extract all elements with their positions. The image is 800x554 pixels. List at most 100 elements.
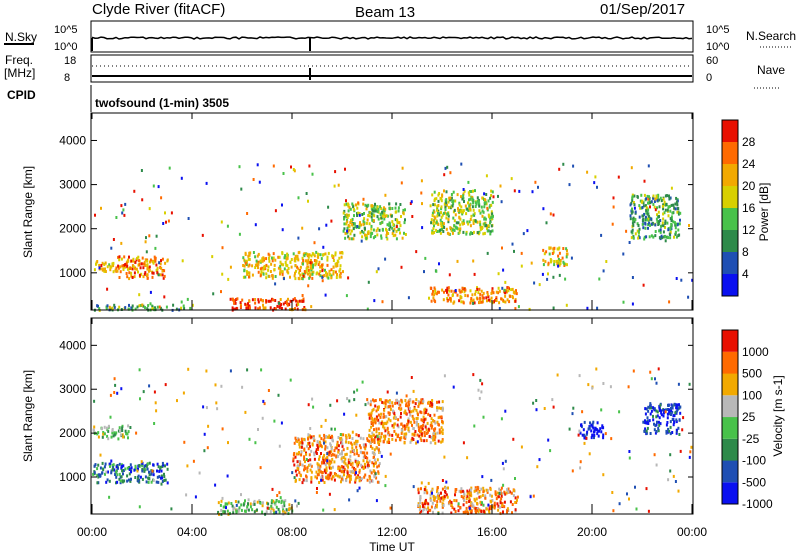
velocity-cell [382,425,385,429]
power-cell [301,294,304,297]
power-cell [262,267,265,271]
power-cell [547,272,549,276]
velocity-cell [404,399,407,402]
power-cell [436,206,439,210]
velocity-cell [122,435,125,439]
velocity-cell [466,510,469,514]
velocity-cell [105,470,108,474]
power-cell [510,177,513,181]
power-cell [294,259,297,263]
velocity-cell [110,459,113,463]
power-cell [277,255,280,259]
velocity-cell [334,446,337,450]
power-cell [125,261,128,265]
power-cell [495,299,498,302]
power-cell [257,266,259,270]
power-cell [483,192,486,196]
velocity-cell [496,502,499,506]
power-cell [611,222,614,226]
power-cell [308,164,311,168]
power-cell [312,270,315,274]
power-cell [473,219,476,223]
power-cell [656,206,658,210]
velocity-cell [366,451,369,455]
velocity-cell [316,487,318,490]
power-cell [441,213,444,217]
power-cell [110,265,113,269]
power-cell [489,298,492,302]
power-cell [335,264,338,268]
power-cell [144,271,147,275]
velocity-cell [438,400,441,404]
power-colorbar-swatch [722,274,738,296]
power-cell [140,272,143,276]
power-cell [310,254,313,258]
power-cell [441,288,444,292]
velocity-cell [499,511,502,515]
nsky-panel-frame [90,20,694,53]
velocity-cell [441,511,444,515]
velocity-cell [220,499,223,503]
velocity-cell [152,463,155,467]
velocity-cell [371,431,374,435]
velocity-cell [406,404,409,408]
velocity-cell [170,507,173,511]
velocity-cell [309,458,312,462]
power-cell [469,301,472,305]
velocity-cell [431,436,434,440]
power-cell [344,213,347,217]
power-cell [476,231,479,235]
power-cell [528,307,531,311]
velocity-cell [312,405,315,409]
velocity-cell [668,408,671,412]
power-cell [332,259,335,262]
velocity-cell [406,423,409,427]
power-cell [675,222,678,226]
velocity-cell [372,462,375,466]
velocity-cell [424,425,427,429]
power-cell [394,206,397,210]
power-cell [664,194,667,198]
power-cell [254,301,257,305]
power-cell [257,262,260,266]
power-cell [294,257,297,260]
velocity-cell [322,455,325,459]
power-cell [633,203,636,207]
power-cell [647,164,650,168]
velocity-cell [379,398,382,402]
power-cell [432,296,435,300]
power-cell [655,217,658,221]
power-cell [309,266,312,270]
velocity-cell [323,453,326,457]
power-cell [470,190,473,193]
power-cell [305,270,308,274]
velocity-cell [673,402,676,406]
power-cell [142,275,145,279]
power-cell [661,204,664,208]
velocity-cell [387,405,390,409]
velocity-cell [678,403,680,407]
velocity-cell [504,459,507,463]
velocity-cell [368,459,371,463]
velocity-cell [312,435,315,439]
power-cell [392,223,395,226]
power-cell [667,206,670,209]
power-cell [477,232,480,236]
velocity-cell [403,411,406,415]
velocity-cell [423,491,426,495]
velocity-cell [578,374,581,378]
velocity-cell [138,368,141,372]
velocity-cell [315,470,318,474]
power-cell [654,223,657,227]
velocity-cell [246,507,248,511]
velocity-cell [420,487,422,491]
velocity-cell [150,480,153,484]
power-cell [504,300,507,304]
velocity-cell [230,502,233,505]
velocity-cell [475,507,478,511]
velocity-cell [644,421,647,425]
power-cell [348,206,351,210]
power-cell [187,217,190,220]
power-cell [272,298,275,302]
velocity-cell [326,446,329,450]
